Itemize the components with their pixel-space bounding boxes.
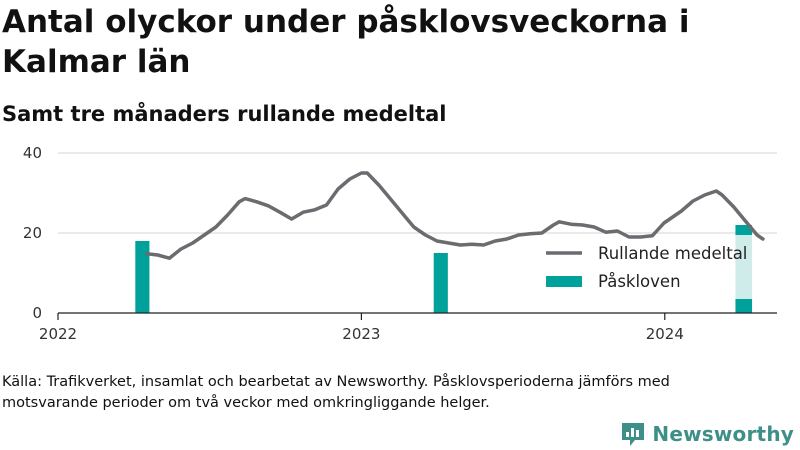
source-note: Källa: Trafikverket, insamlat och bearbe… xyxy=(2,374,670,411)
easter-bar-1 xyxy=(433,253,448,313)
easter-bar-2-top xyxy=(735,225,753,235)
y-tick-label: 40 xyxy=(23,144,42,162)
legend-label-rolling-average: Rullande medeltal xyxy=(598,244,747,263)
newsworthy-brand: Newsworthy xyxy=(620,418,794,450)
easter-bar-0 xyxy=(135,241,150,313)
y-tick-label: 0 xyxy=(32,304,42,322)
rolling-average-line xyxy=(145,171,765,260)
legend-bar-swatch xyxy=(546,276,582,287)
y-tick-label: 20 xyxy=(23,224,42,242)
x-tick-label: 2023 xyxy=(342,325,380,343)
brand-name: Newsworthy xyxy=(652,422,794,446)
chart-plot: 0 20 40 2022 2023 2024 Rullande medeltal Påskl… xyxy=(23,144,777,343)
x-tick-label: 2024 xyxy=(646,325,684,343)
chart-title: Antal olyckor under påsklovsveckorna i K… xyxy=(2,4,690,80)
easter-bar-2-bottom xyxy=(735,299,753,313)
legend-label-easter: Påskloven xyxy=(598,272,681,291)
newsworthy-logo-icon xyxy=(622,423,645,446)
x-tick-label: 2022 xyxy=(39,325,77,343)
easter-comparison-segment xyxy=(735,235,753,299)
chart-subtitle: Samt tre månaders rullande medeltal xyxy=(2,102,447,126)
